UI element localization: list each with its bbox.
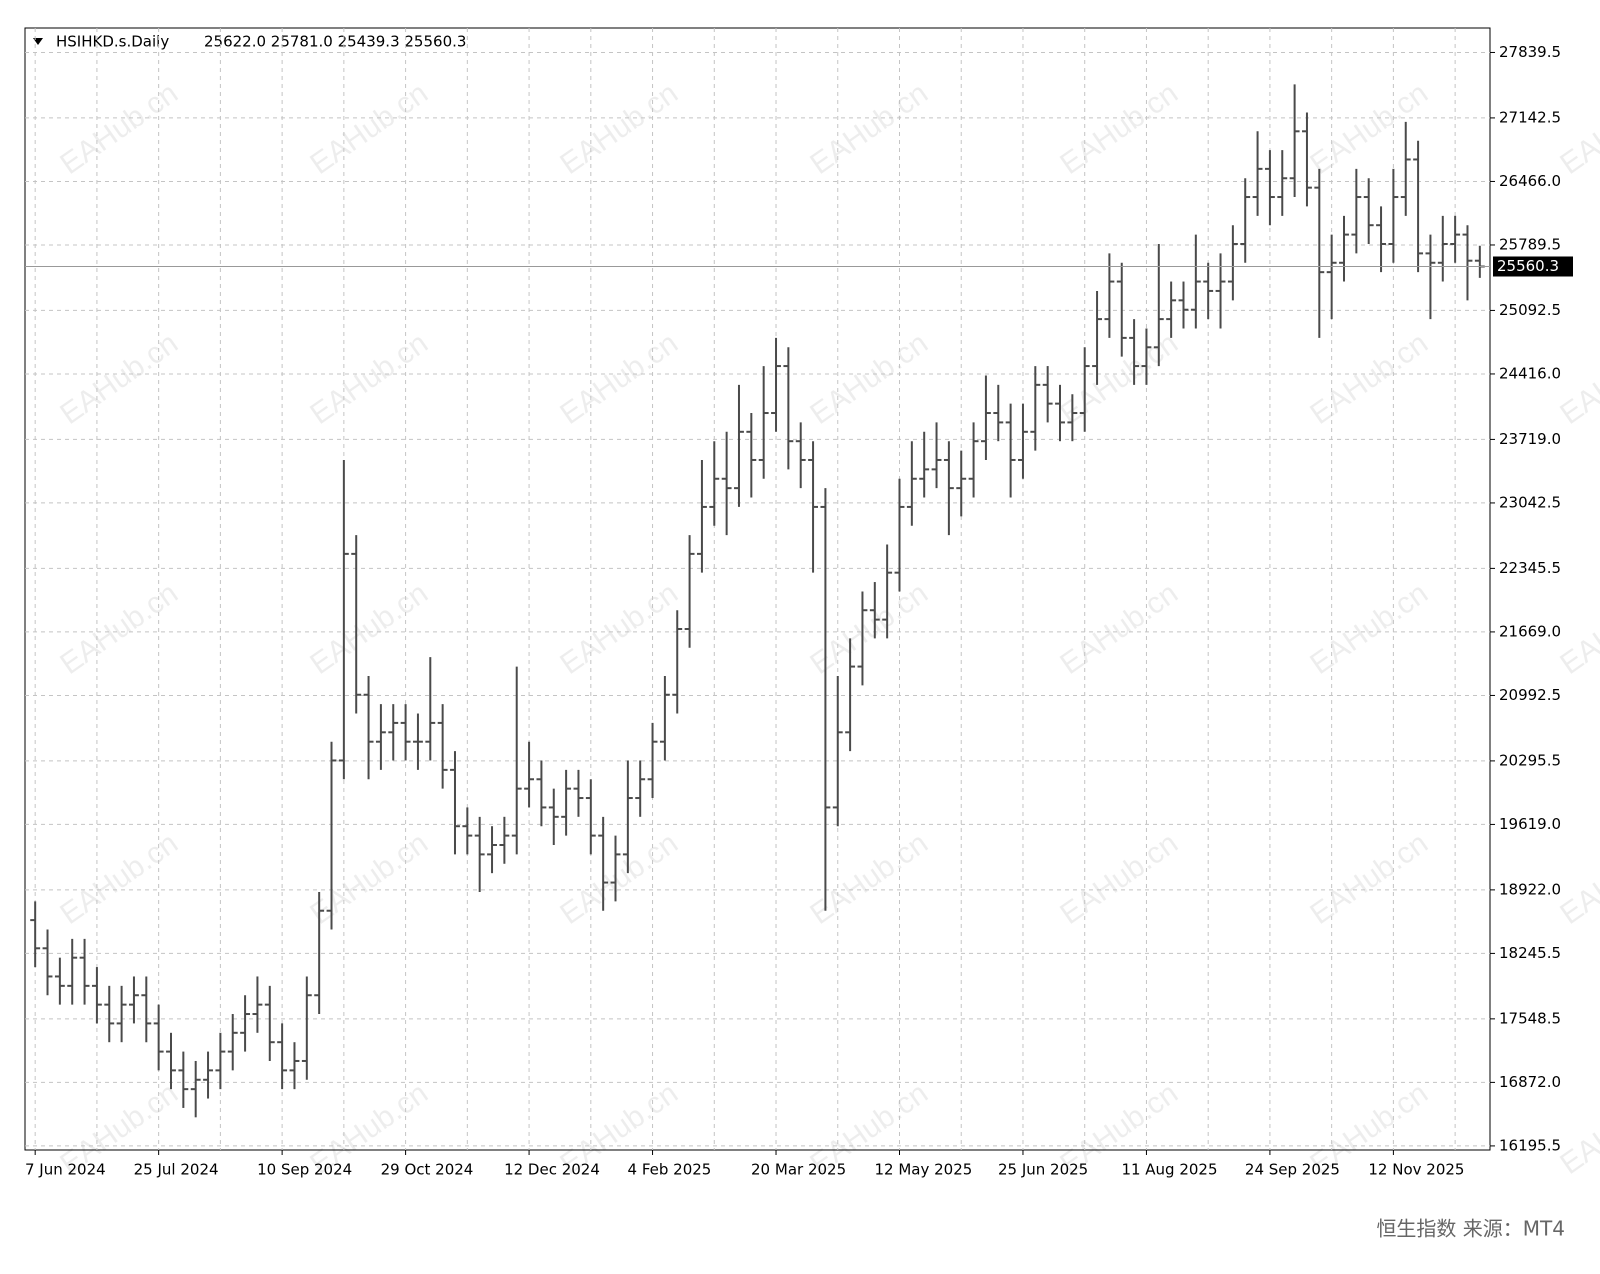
y-tick-label: 24416.0: [1499, 364, 1561, 382]
watermark: EAHub.cn: [1554, 76, 1600, 181]
watermark: EAHub.cn: [554, 576, 684, 681]
header-arrow: [33, 38, 43, 45]
x-tick-label: 24 Sep 2025: [1245, 1161, 1340, 1179]
watermark: EAHub.cn: [1054, 326, 1184, 431]
watermark: EAHub.cn: [304, 76, 434, 181]
watermark: EAHub.cn: [554, 826, 684, 931]
y-tick-label: 18922.0: [1499, 880, 1561, 898]
plot-frame: [24, 27, 1491, 1151]
watermark: EAHub.cn: [1054, 576, 1184, 681]
x-tick-label: 12 May 2025: [874, 1161, 972, 1179]
x-tick-label: 20 Mar 2025: [751, 1161, 846, 1179]
watermark: EAHub.cn: [1554, 576, 1600, 681]
watermark: EAHub.cn: [1054, 826, 1184, 931]
watermark: EAHub.cn: [1054, 76, 1184, 181]
y-tick-label: 17548.5: [1499, 1009, 1561, 1027]
x-tick-label: 25 Jun 2025: [998, 1161, 1088, 1179]
y-tick-label: 27142.5: [1499, 108, 1561, 126]
y-tick-label: 25092.5: [1499, 301, 1561, 319]
watermark: EAHub.cn: [1304, 326, 1434, 431]
watermark: EAHub.cn: [54, 576, 184, 681]
watermark: EAHub.cn: [804, 326, 934, 431]
watermark: EAHub.cn: [1304, 826, 1434, 931]
x-tick-label: 12 Nov 2025: [1368, 1161, 1464, 1179]
watermark: EAHub.cn: [54, 326, 184, 431]
y-tick-label: 20992.5: [1499, 686, 1561, 704]
watermark: EAHub.cn: [1304, 576, 1434, 681]
x-tick-label: 4 Feb 2025: [628, 1161, 712, 1179]
y-tick-label: 23719.0: [1499, 430, 1561, 448]
y-tick-label: 22345.5: [1499, 559, 1561, 577]
x-tick-label: 25 Jul 2024: [134, 1161, 219, 1179]
y-tick-label: 20295.5: [1499, 751, 1561, 769]
footer: 恒生指数 来源：MT4: [1376, 1217, 1565, 1241]
watermark: EAHub.cn: [304, 326, 434, 431]
watermark: EAHub.cn: [1554, 1076, 1600, 1181]
x-tick-label: 29 Oct 2024: [381, 1161, 474, 1179]
watermark: EAHub.cn: [1554, 826, 1600, 931]
watermark: EAHub.cn: [304, 826, 434, 931]
y-tick-label: 16195.5: [1499, 1136, 1561, 1154]
watermark: EAHub.cn: [804, 576, 934, 681]
price-box: [1493, 256, 1573, 277]
x-tick-label: 12 Dec 2024: [504, 1161, 600, 1179]
y-tick-label: 21669.0: [1499, 622, 1561, 640]
y-tick-label: 18245.5: [1499, 944, 1561, 962]
y-tick-label: 23042.5: [1499, 493, 1561, 511]
header-ohlc: 25622.0 25781.0 25439.3 25560.3: [204, 33, 466, 51]
watermark: EAHub.cn: [54, 826, 184, 931]
x-tick-label: 11 Aug 2025: [1121, 1161, 1217, 1179]
watermark: EAHub.cn: [554, 76, 684, 181]
y-tick-label: 19619.0: [1499, 815, 1561, 833]
y-tick-label: 25789.5: [1499, 235, 1561, 253]
watermark: EAHub.cn: [554, 326, 684, 431]
symbol: HSIHKD.s.Daily: [56, 33, 169, 51]
y-tick-label: 16872.0: [1499, 1073, 1561, 1091]
watermark: EAHub.cn: [304, 576, 434, 681]
y-tick-label: 26466.0: [1499, 172, 1561, 190]
watermark: EAHub.cn: [804, 826, 934, 931]
x-tick-label: 7 Jun 2024: [25, 1161, 106, 1179]
watermark: EAHub.cn: [804, 76, 934, 181]
watermark: EAHub.cn: [54, 76, 184, 181]
watermark: EAHub.cn: [1554, 326, 1600, 431]
price-label: 25560.3: [1497, 257, 1559, 275]
x-tick-label: 10 Sep 2024: [257, 1161, 352, 1179]
watermark: EAHub.cn: [1304, 76, 1434, 181]
y-tick-label: 27839.5: [1499, 43, 1561, 61]
